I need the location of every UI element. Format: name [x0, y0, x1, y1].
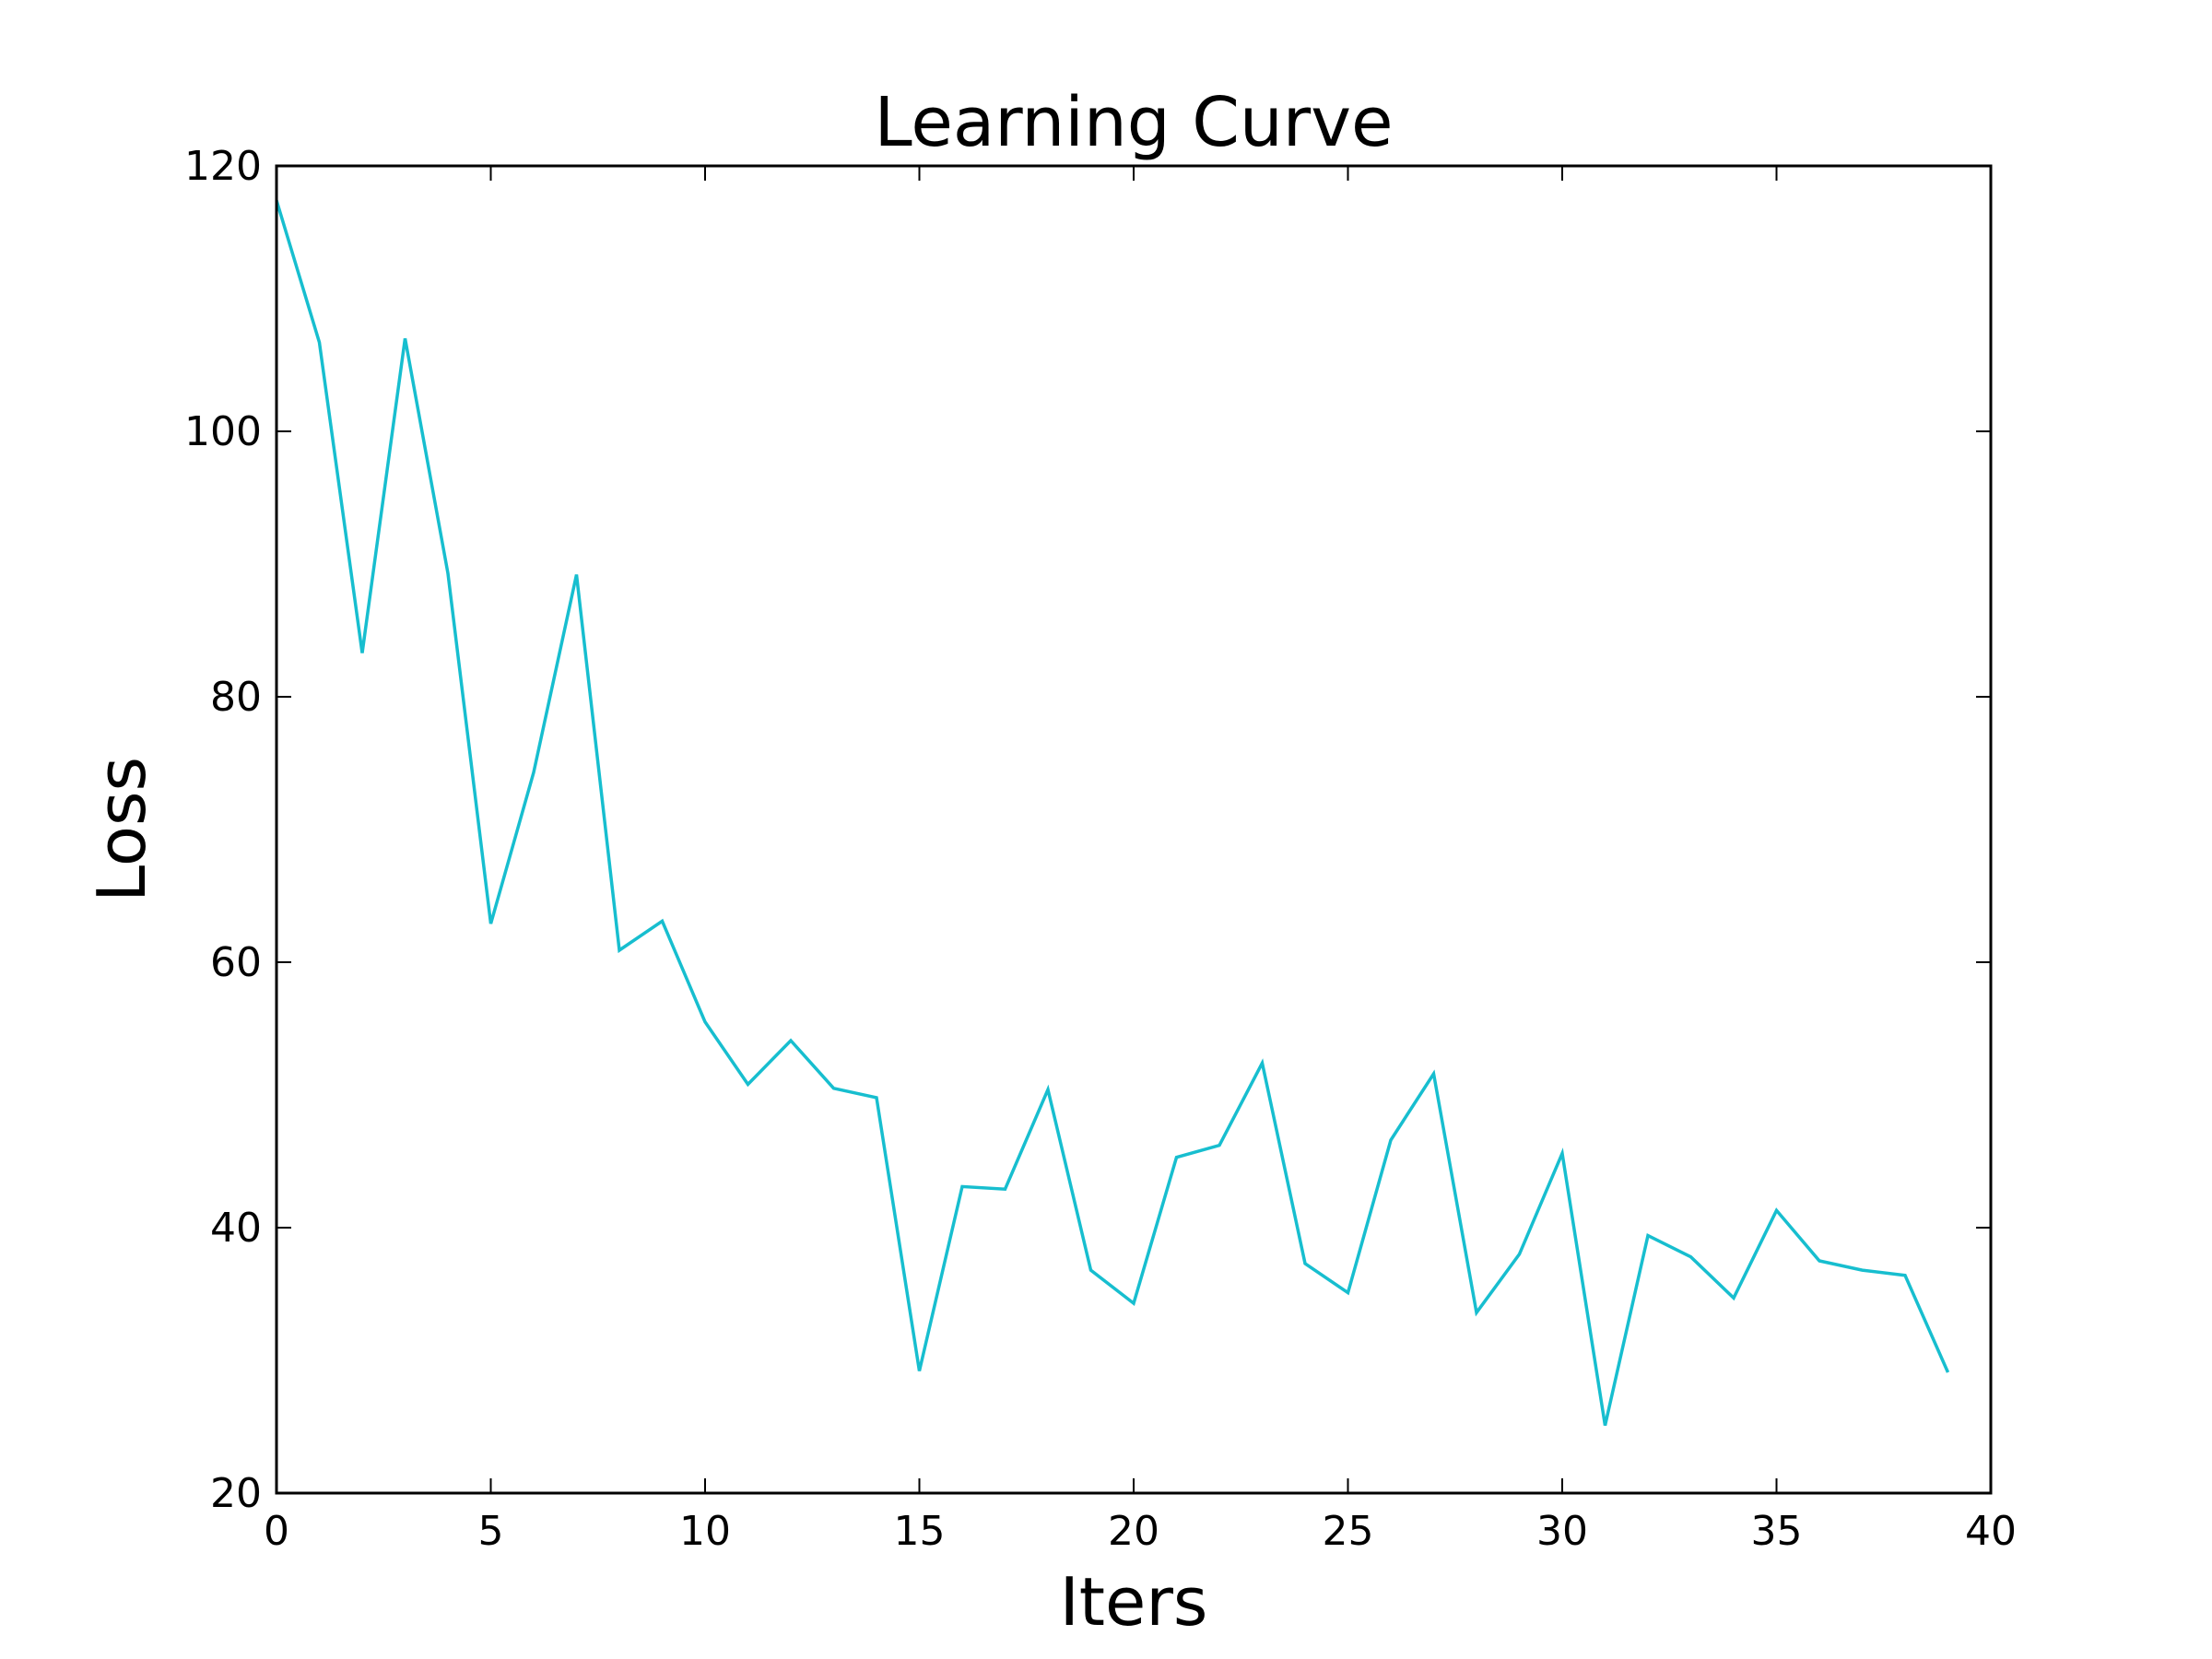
- y-tick-label: 60: [210, 939, 262, 986]
- y-tick-label: 20: [210, 1470, 262, 1517]
- x-tick-label: 35: [1751, 1508, 1803, 1555]
- x-tick-label: 5: [478, 1508, 504, 1555]
- x-axis-label: Iters: [1060, 1563, 1208, 1641]
- x-tick-label: 20: [1108, 1508, 1159, 1555]
- y-tick-label: 40: [210, 1205, 262, 1252]
- axis-ticks: [276, 165, 1992, 1494]
- x-tick-label: 25: [1323, 1508, 1374, 1555]
- y-axis-label: Loss: [83, 757, 160, 902]
- x-tick-label: 15: [894, 1508, 946, 1555]
- chart-title: Learning Curve: [874, 83, 1393, 162]
- y-tick-label: 80: [210, 674, 262, 721]
- axis-tick-labels: 0 5 10 15 20 25 30 35 40 20 40 60 80 100 120: [184, 143, 2017, 1555]
- x-tick-label: 0: [264, 1508, 289, 1555]
- y-tick-label: 100: [184, 408, 262, 455]
- y-tick-label: 120: [184, 143, 262, 190]
- series-layer: [275, 199, 1950, 1426]
- x-tick-label: 10: [679, 1508, 731, 1555]
- loss-series-line: [275, 199, 1950, 1426]
- x-tick-label: 30: [1536, 1508, 1588, 1555]
- plot-area-frame: [275, 164, 1993, 1495]
- x-tick-label: 40: [1965, 1508, 2017, 1555]
